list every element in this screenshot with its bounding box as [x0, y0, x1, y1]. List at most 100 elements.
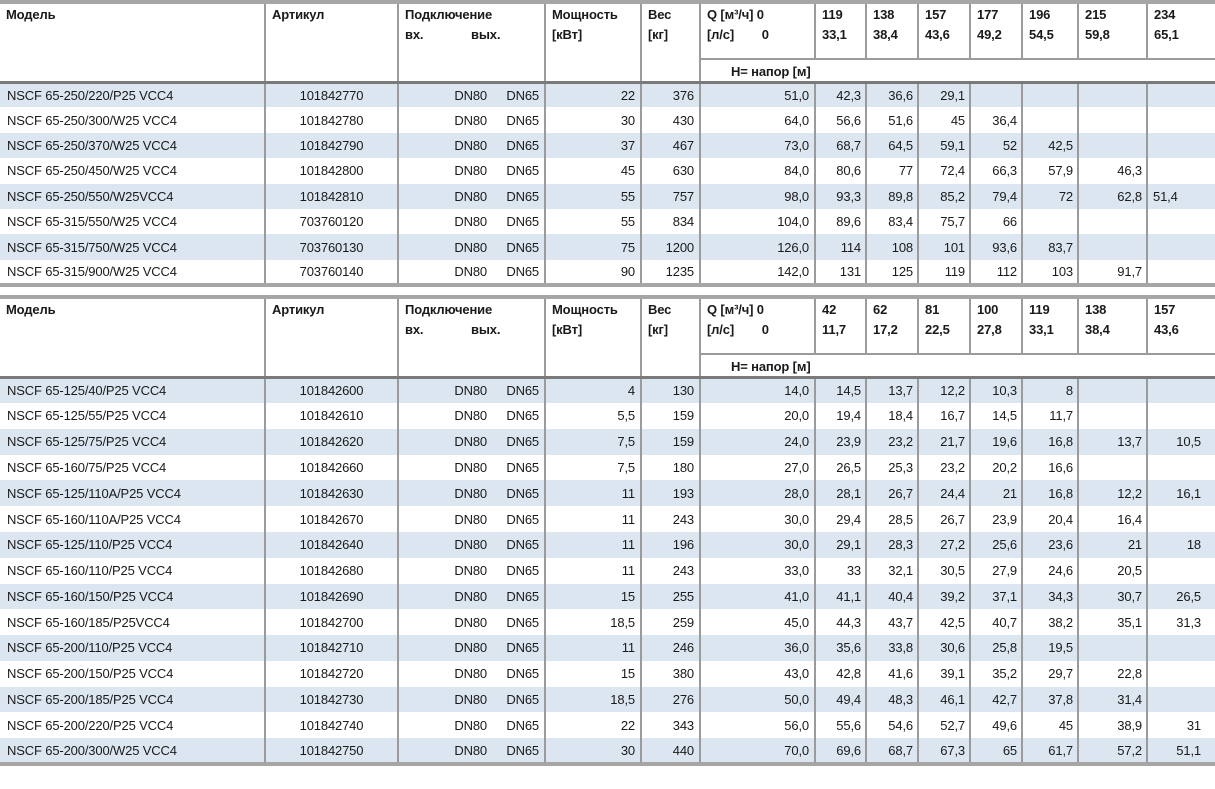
q0-head-cell: 41,0 [699, 583, 815, 610]
head-value-cell: 41,6 [865, 660, 918, 687]
outlet-value: DN65 [506, 214, 539, 230]
inlet-value: DN80 [454, 163, 487, 179]
head-value-cell: 38,9 [1077, 712, 1147, 739]
head-value-cell: 67,3 [917, 738, 970, 765]
head-value-cell: 14,5 [814, 377, 866, 403]
head-value-cell [1077, 454, 1147, 481]
connection-values: DN80 DN65 [400, 408, 544, 423]
outlet-value: DN65 [506, 112, 539, 128]
head-value-cell: 21 [1077, 531, 1147, 558]
outlet-value: DN65 [506, 717, 539, 733]
q0-head-cell: 27,0 [699, 454, 815, 481]
table-row: NSCF 65-250/450/W25 VCC4 101842800 DN80 DN6… [0, 158, 1215, 184]
head-value-cell: 40,4 [865, 583, 918, 610]
head-value-cell: 44,3 [814, 609, 866, 636]
head-value-cell: 12,2 [917, 377, 970, 403]
inlet-subheader: вх. [405, 27, 424, 42]
outlet-value: DN65 [506, 588, 539, 604]
q-unit-line1: Q [м³/ч] 0 [707, 302, 764, 318]
flow-m3h-value: 177 [977, 7, 999, 22]
col-header-power-unit: [кВт] [552, 322, 582, 338]
connection-cell: DN80 DN65 [397, 506, 545, 532]
col-header-flow-q0: Q [м³/ч] 0 [л/с] 0 [699, 2, 815, 60]
head-value-cell: 30,7 [1077, 583, 1147, 610]
connection-cell: DN80 DN65 [397, 583, 545, 610]
inlet-value: DN80 [454, 137, 487, 153]
head-value-cell: 83,7 [1021, 234, 1078, 260]
article-cell: 101842710 [264, 635, 398, 661]
head-value-cell: 103 [1021, 259, 1078, 286]
head-value-cell: 19,4 [814, 402, 866, 429]
head-value-cell: 89,8 [865, 183, 918, 209]
head-value-cell: 18 [1146, 531, 1215, 558]
head-value-cell: 43,7 [865, 609, 918, 636]
table-row: NSCF 65-160/150/P25 VCC4 101842690 DN80 DN6… [0, 583, 1215, 610]
head-value-cell: 57,9 [1021, 158, 1078, 184]
table-row: NSCF 65-315/750/W25 VCC4 703760130 DN80 DN6… [0, 234, 1215, 260]
article-cell: 101842620 [264, 428, 398, 455]
model-cell: NSCF 65-250/370/W25 VCC4 [0, 132, 265, 159]
col-header-power: Мощность [кВт] [544, 297, 641, 378]
head-value-cell: 20,4 [1021, 506, 1078, 532]
head-value-cell: 28,1 [814, 480, 866, 507]
col-header-weight-unit: [кг] [648, 322, 668, 338]
inlet-value: DN80 [454, 214, 487, 230]
head-value-cell: 42,8 [814, 660, 866, 687]
col-header-flow-q0: Q [м³/ч] 0 [л/с] 0 [699, 297, 815, 356]
inlet-value: DN80 [454, 640, 487, 656]
head-value-cell: 26,7 [917, 506, 970, 532]
col-header-flow: 157 43,6 [1146, 297, 1215, 356]
head-value-cell: 40,7 [969, 609, 1022, 636]
connection-cell: DN80 DN65 [397, 402, 545, 429]
outlet-value: DN65 [506, 511, 539, 527]
head-value-cell: 59,1 [917, 132, 970, 159]
head-value-cell: 37,8 [1021, 686, 1078, 713]
col-header-article-label: Артикул [272, 7, 325, 22]
col-header-article: Артикул [264, 2, 398, 82]
weight-cell: 243 [640, 557, 700, 584]
table-row: NSCF 65-200/220/P25 VCC4 101842740 DN80 DN6… [0, 712, 1215, 739]
head-value-cell: 30,6 [917, 635, 970, 661]
connection-cell: DN80 DN65 [397, 686, 545, 713]
outlet-value: DN65 [506, 383, 539, 399]
head-value-cell: 23,2 [917, 454, 970, 481]
q0-head-cell: 33,0 [699, 557, 815, 584]
head-value-cell: 80,6 [814, 158, 866, 184]
head-value-cell [1021, 208, 1078, 235]
head-value-cell: 112 [969, 259, 1022, 286]
head-value-cell: 91,7 [1077, 259, 1147, 286]
article-cell: 101842640 [264, 531, 398, 558]
connection-values: DN80 DN65 [400, 137, 544, 153]
table-row: NSCF 65-125/110A/P25 VCC4 101842630 DN80 DN… [0, 480, 1215, 507]
flow-m3h-value: 138 [1085, 302, 1107, 318]
table-row: NSCF 65-125/55/P25 VCC4 101842610 DN80 DN65… [0, 402, 1215, 429]
article-cell: 101842700 [264, 609, 398, 636]
table-row: NSCF 65-200/110/P25 VCC4 101842710 DN80 DN6… [0, 635, 1215, 661]
article-cell: 101842660 [264, 454, 398, 481]
head-value-cell: 23,9 [814, 428, 866, 455]
model-cell: NSCF 65-200/150/P25 VCC4 [7, 666, 174, 682]
power-cell: 7,5 [544, 428, 641, 455]
col-header-weight: Вес [кг] [640, 297, 700, 378]
weight-cell: 196 [640, 531, 700, 558]
head-value-cell: 49,6 [969, 712, 1022, 739]
head-value-cell [1146, 454, 1215, 481]
weight-cell: 246 [640, 635, 700, 661]
col-header-model-label: Модель [6, 7, 56, 22]
article-cell: 101842610 [264, 402, 398, 429]
connection-values: DN80 DN65 [400, 240, 544, 255]
connection-values: DN80 DN65 [400, 588, 544, 604]
col-header-flow: 100 27,8 [969, 297, 1022, 356]
weight-cell: 430 [640, 107, 700, 133]
table-row: NSCF 65-125/110/P25 VCC4 101842640 DN80 DN6… [0, 531, 1215, 558]
q-unit-line2: [л/с] 0 [707, 27, 769, 42]
outlet-value: DN65 [506, 537, 539, 553]
q0-head-cell: 43,0 [699, 660, 815, 687]
head-value-cell: 31,3 [1146, 609, 1215, 636]
weight-cell: 1200 [640, 234, 700, 260]
table-row: NSCF 65-160/110/P25 VCC4 101842680 DN80 DN6… [0, 557, 1215, 584]
head-value-cell: 39,2 [917, 583, 970, 610]
inlet-value: DN80 [454, 383, 487, 399]
outlet-value: DN65 [506, 163, 539, 179]
head-value-cell: 33 [814, 557, 866, 584]
